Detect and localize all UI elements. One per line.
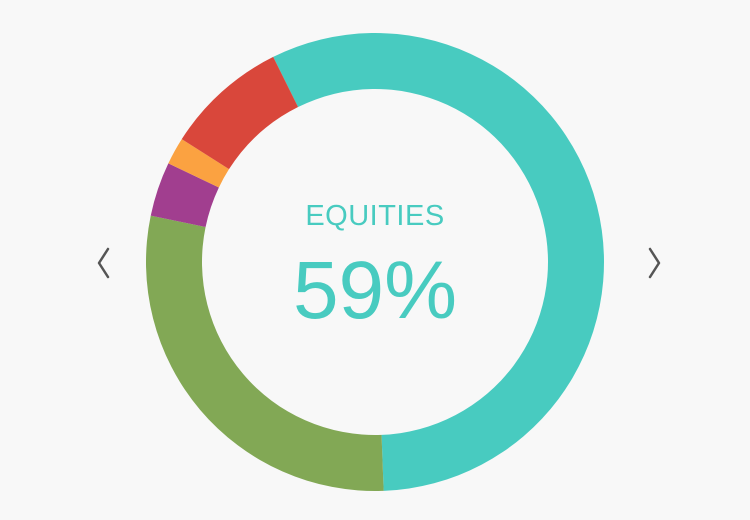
next-slide-button[interactable]: [645, 243, 665, 283]
selected-category-percent: 59%: [292, 245, 458, 336]
donut-slice-3[interactable]: [150, 163, 219, 227]
chevron-right-icon: [648, 247, 661, 279]
selected-category-label: EQUITIES: [305, 200, 445, 232]
donut-slice-5[interactable]: [181, 56, 299, 170]
donut-slice-2[interactable]: [145, 215, 384, 492]
chevron-left-icon: [97, 247, 110, 279]
previous-slide-button[interactable]: [95, 243, 115, 283]
donut-slice-4[interactable]: [168, 139, 230, 188]
donut-slice-1[interactable]: [273, 33, 604, 491]
